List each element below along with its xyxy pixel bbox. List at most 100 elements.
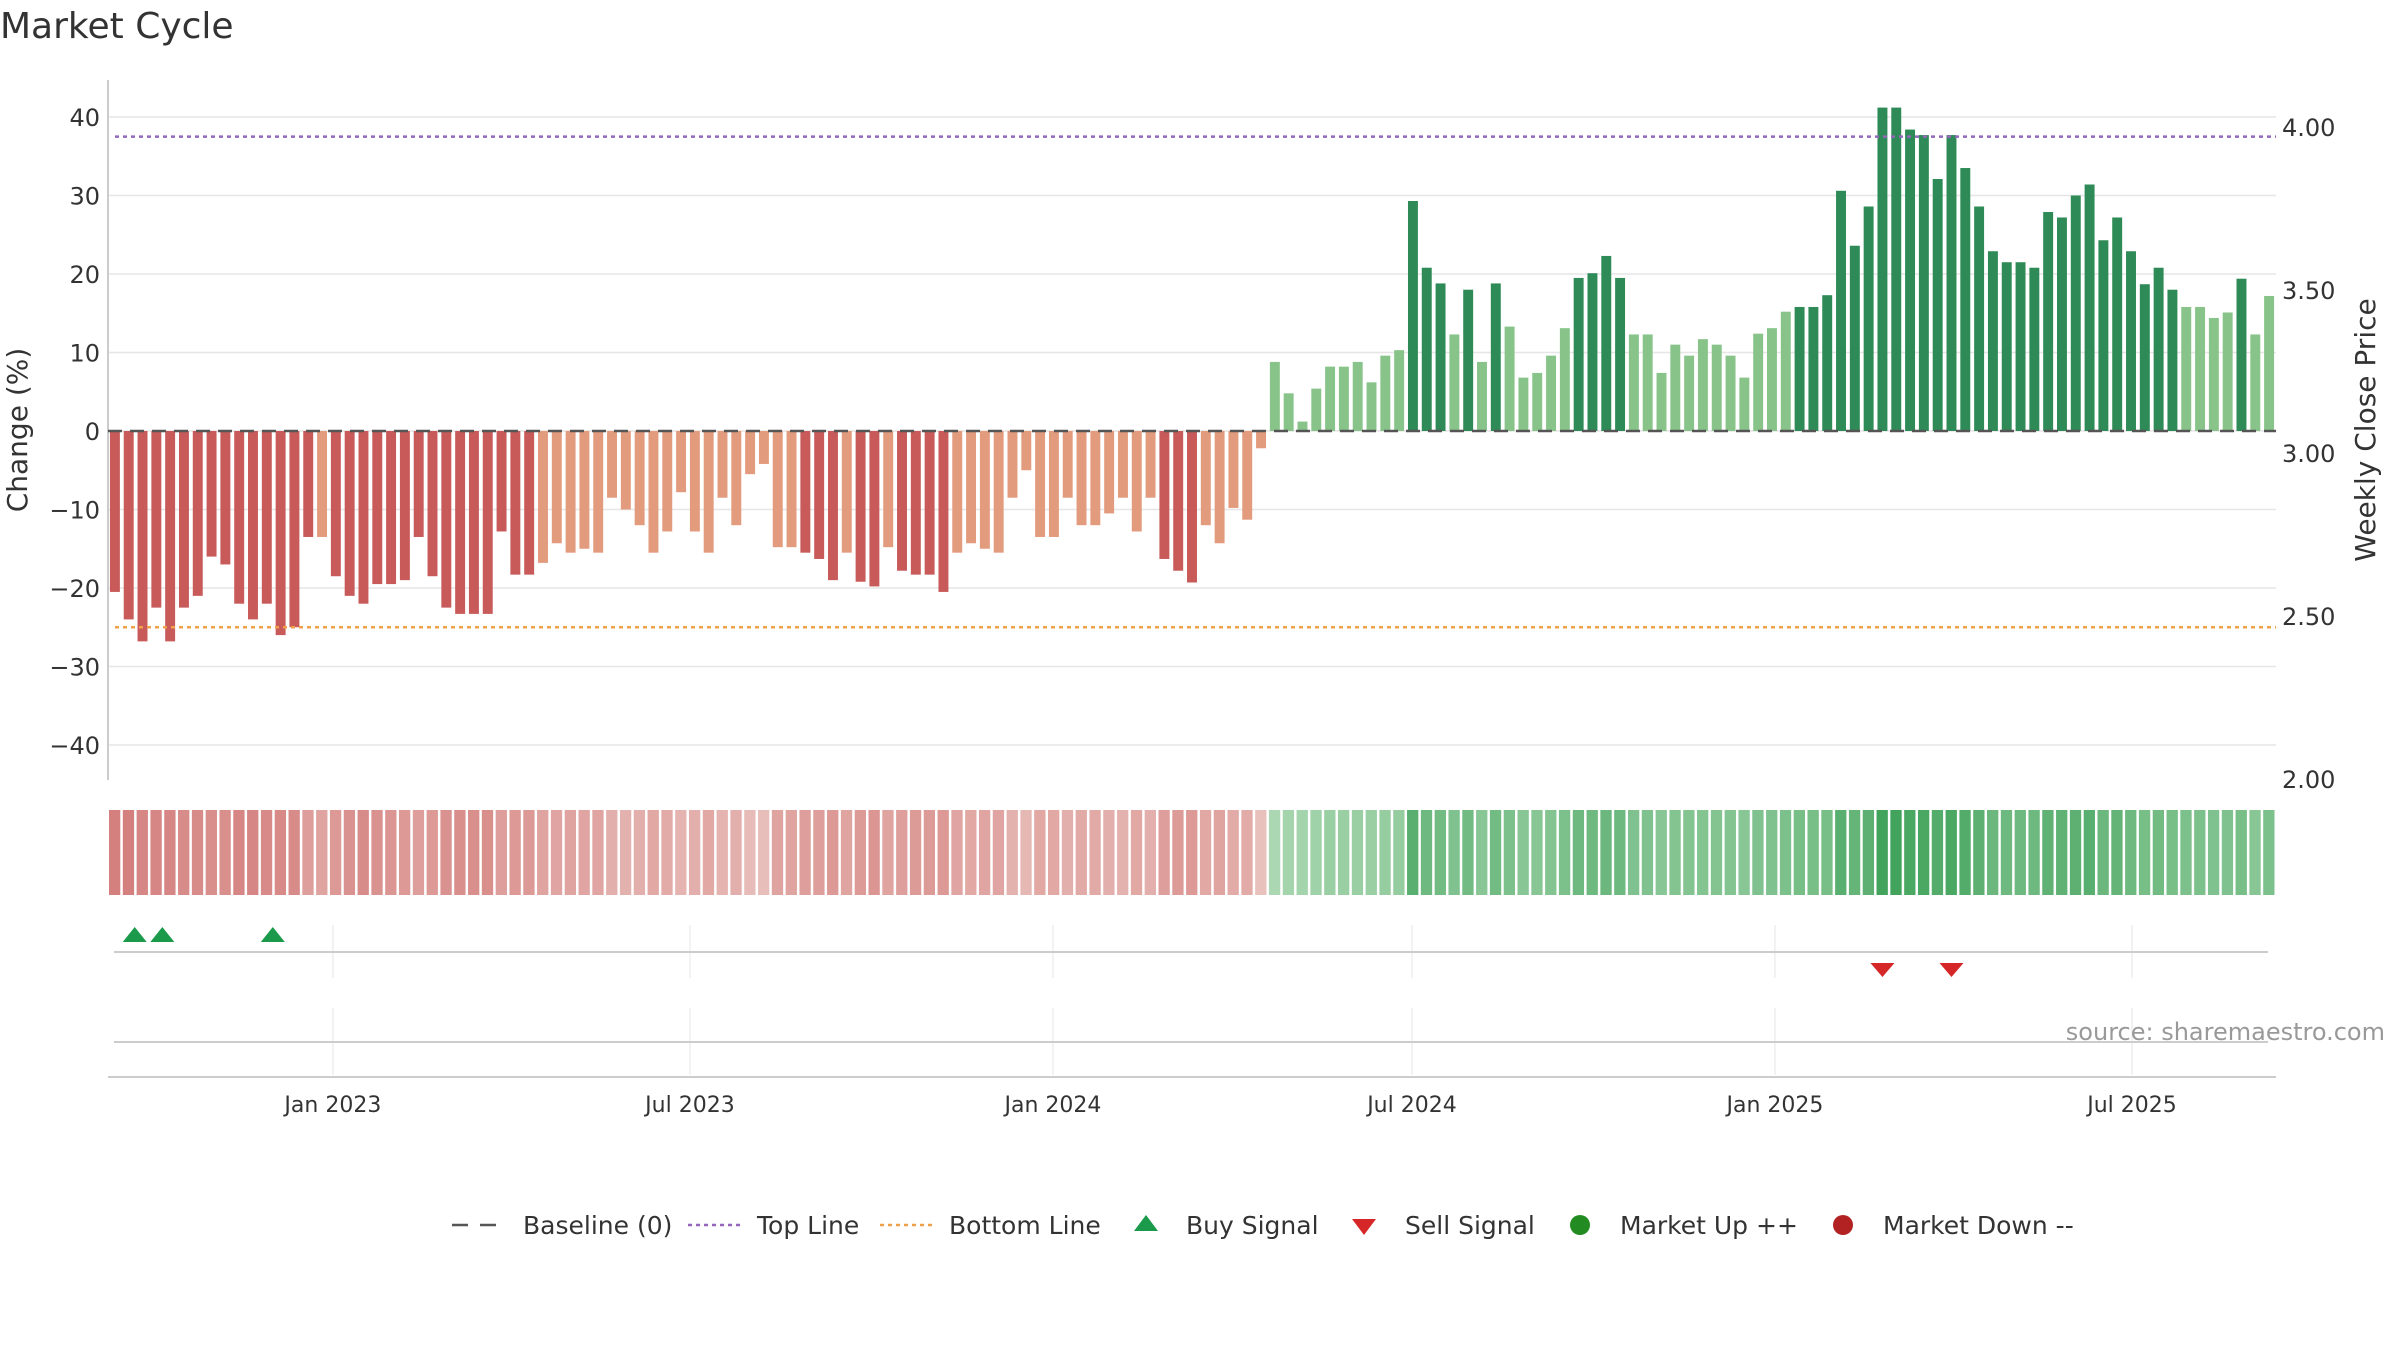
intensity-cell	[2166, 810, 2178, 895]
intensity-cell	[854, 810, 866, 895]
y-tick-label: 40	[69, 104, 100, 132]
intensity-cell	[578, 810, 590, 895]
bar-week-68	[1048, 431, 1059, 537]
bar-week-120	[1767, 328, 1777, 431]
y2-tick-label: 4.00	[2282, 114, 2335, 142]
intensity-cell	[1268, 810, 1281, 895]
intensity-cell	[1241, 810, 1253, 895]
intensity-cell	[1531, 810, 1543, 895]
intensity-cell	[1738, 810, 1750, 895]
intensity-cell	[454, 810, 466, 895]
intensity-cell	[923, 810, 936, 895]
bar-week-2	[137, 431, 148, 642]
sell-signal-marker	[1939, 963, 1964, 977]
bar-week-71	[1090, 431, 1101, 526]
intensity-cell	[1766, 810, 1778, 895]
page-title: Market Cycle	[0, 6, 234, 47]
intensity-cell	[909, 810, 922, 895]
intensity-cell	[1351, 810, 1364, 895]
bar-week-115	[1697, 339, 1708, 431]
intensity-cell	[2194, 810, 2206, 895]
bar-week-49	[786, 431, 797, 548]
bar-week-96	[1435, 283, 1446, 431]
bar-week-52	[827, 431, 838, 581]
y-tick-label: −40	[49, 732, 100, 760]
bar-week-148	[2153, 267, 2164, 431]
bar-week-122	[1794, 306, 1805, 431]
bar-week-20	[386, 431, 397, 585]
intensity-cell	[1655, 810, 1667, 895]
legend-label-sell: Sell Signal	[1405, 1211, 1535, 1240]
bar-week-77	[1173, 431, 1184, 571]
intensity-cell	[896, 810, 908, 895]
bar-week-53	[841, 431, 852, 553]
intensity-cell	[2221, 810, 2234, 895]
bar-week-107	[1587, 273, 1598, 431]
bar-week-72	[1104, 431, 1115, 514]
bar-week-30	[524, 431, 535, 575]
bar-week-86	[1297, 421, 1308, 431]
legend-market-down-icon	[1833, 1215, 1853, 1235]
intensity-cell	[1931, 810, 1944, 895]
intensity-cell	[951, 810, 963, 895]
y-tick-label: 10	[69, 340, 100, 368]
intensity-cell	[633, 810, 646, 895]
legend-label-bottom_line: Bottom Line	[949, 1211, 1101, 1240]
y2-tick-label: 2.00	[2282, 766, 2335, 794]
legend-label-market_up: Market Up ++	[1620, 1211, 1798, 1240]
bar-week-63	[979, 431, 990, 549]
bar-week-125	[1836, 190, 1846, 431]
bar-week-118	[1739, 377, 1750, 431]
intensity-cell	[647, 810, 659, 895]
bar-week-44	[717, 431, 728, 498]
intensity-cell	[2249, 810, 2261, 895]
intensity-cell	[233, 810, 245, 895]
intensity-cell	[1752, 810, 1764, 895]
intensity-cell	[1158, 810, 1170, 895]
bar-week-85	[1283, 393, 1294, 431]
intensity-cell	[247, 810, 259, 895]
intensity-cell	[827, 810, 839, 895]
intensity-cell	[1807, 810, 1819, 895]
bar-week-55	[869, 431, 880, 587]
intensity-cell	[730, 810, 742, 895]
bar-week-10	[248, 431, 258, 620]
x-tick-label: Jan 2025	[1724, 1093, 1823, 1118]
intensity-cell	[2083, 810, 2095, 895]
intensity-cell	[564, 810, 577, 895]
intensity-cell	[592, 810, 604, 895]
intensity-cell	[2056, 810, 2068, 895]
bar-week-66	[1021, 431, 1032, 471]
bar-week-104	[1546, 355, 1557, 431]
bar-week-76	[1159, 431, 1170, 559]
bar-week-4	[165, 431, 176, 642]
bar-week-143	[2084, 184, 2095, 431]
signal-panel-layer	[114, 925, 2268, 1075]
intensity-cell	[702, 810, 715, 895]
bar-week-75	[1145, 431, 1156, 498]
sell-signal-marker	[1870, 963, 1895, 977]
intensity-cell	[1048, 810, 1060, 895]
intensity-cell	[2000, 810, 2013, 895]
intensity-cell	[992, 810, 1005, 895]
intensity-cell	[1227, 810, 1239, 895]
intensity-cell	[109, 810, 121, 895]
bar-week-74	[1131, 431, 1142, 532]
bar-week-7	[206, 431, 217, 557]
legend-label-buy: Buy Signal	[1186, 1211, 1319, 1240]
bar-week-25	[455, 431, 466, 614]
intensity-cell	[785, 810, 797, 895]
bar-week-149	[2167, 289, 2178, 431]
bar-week-88	[1325, 366, 1336, 431]
bar-week-83	[1256, 431, 1267, 449]
intensity-cell	[1627, 810, 1640, 895]
bar-week-73	[1117, 431, 1128, 498]
bar-week-111	[1642, 334, 1653, 431]
intensity-cell	[2111, 810, 2123, 895]
intensity-cell	[509, 810, 521, 895]
bar-week-124	[1822, 295, 1833, 431]
bar-week-109	[1615, 277, 1626, 431]
bar-week-22	[413, 431, 424, 537]
intensity-cell	[1779, 810, 1792, 895]
buy-signal-marker	[150, 927, 175, 942]
